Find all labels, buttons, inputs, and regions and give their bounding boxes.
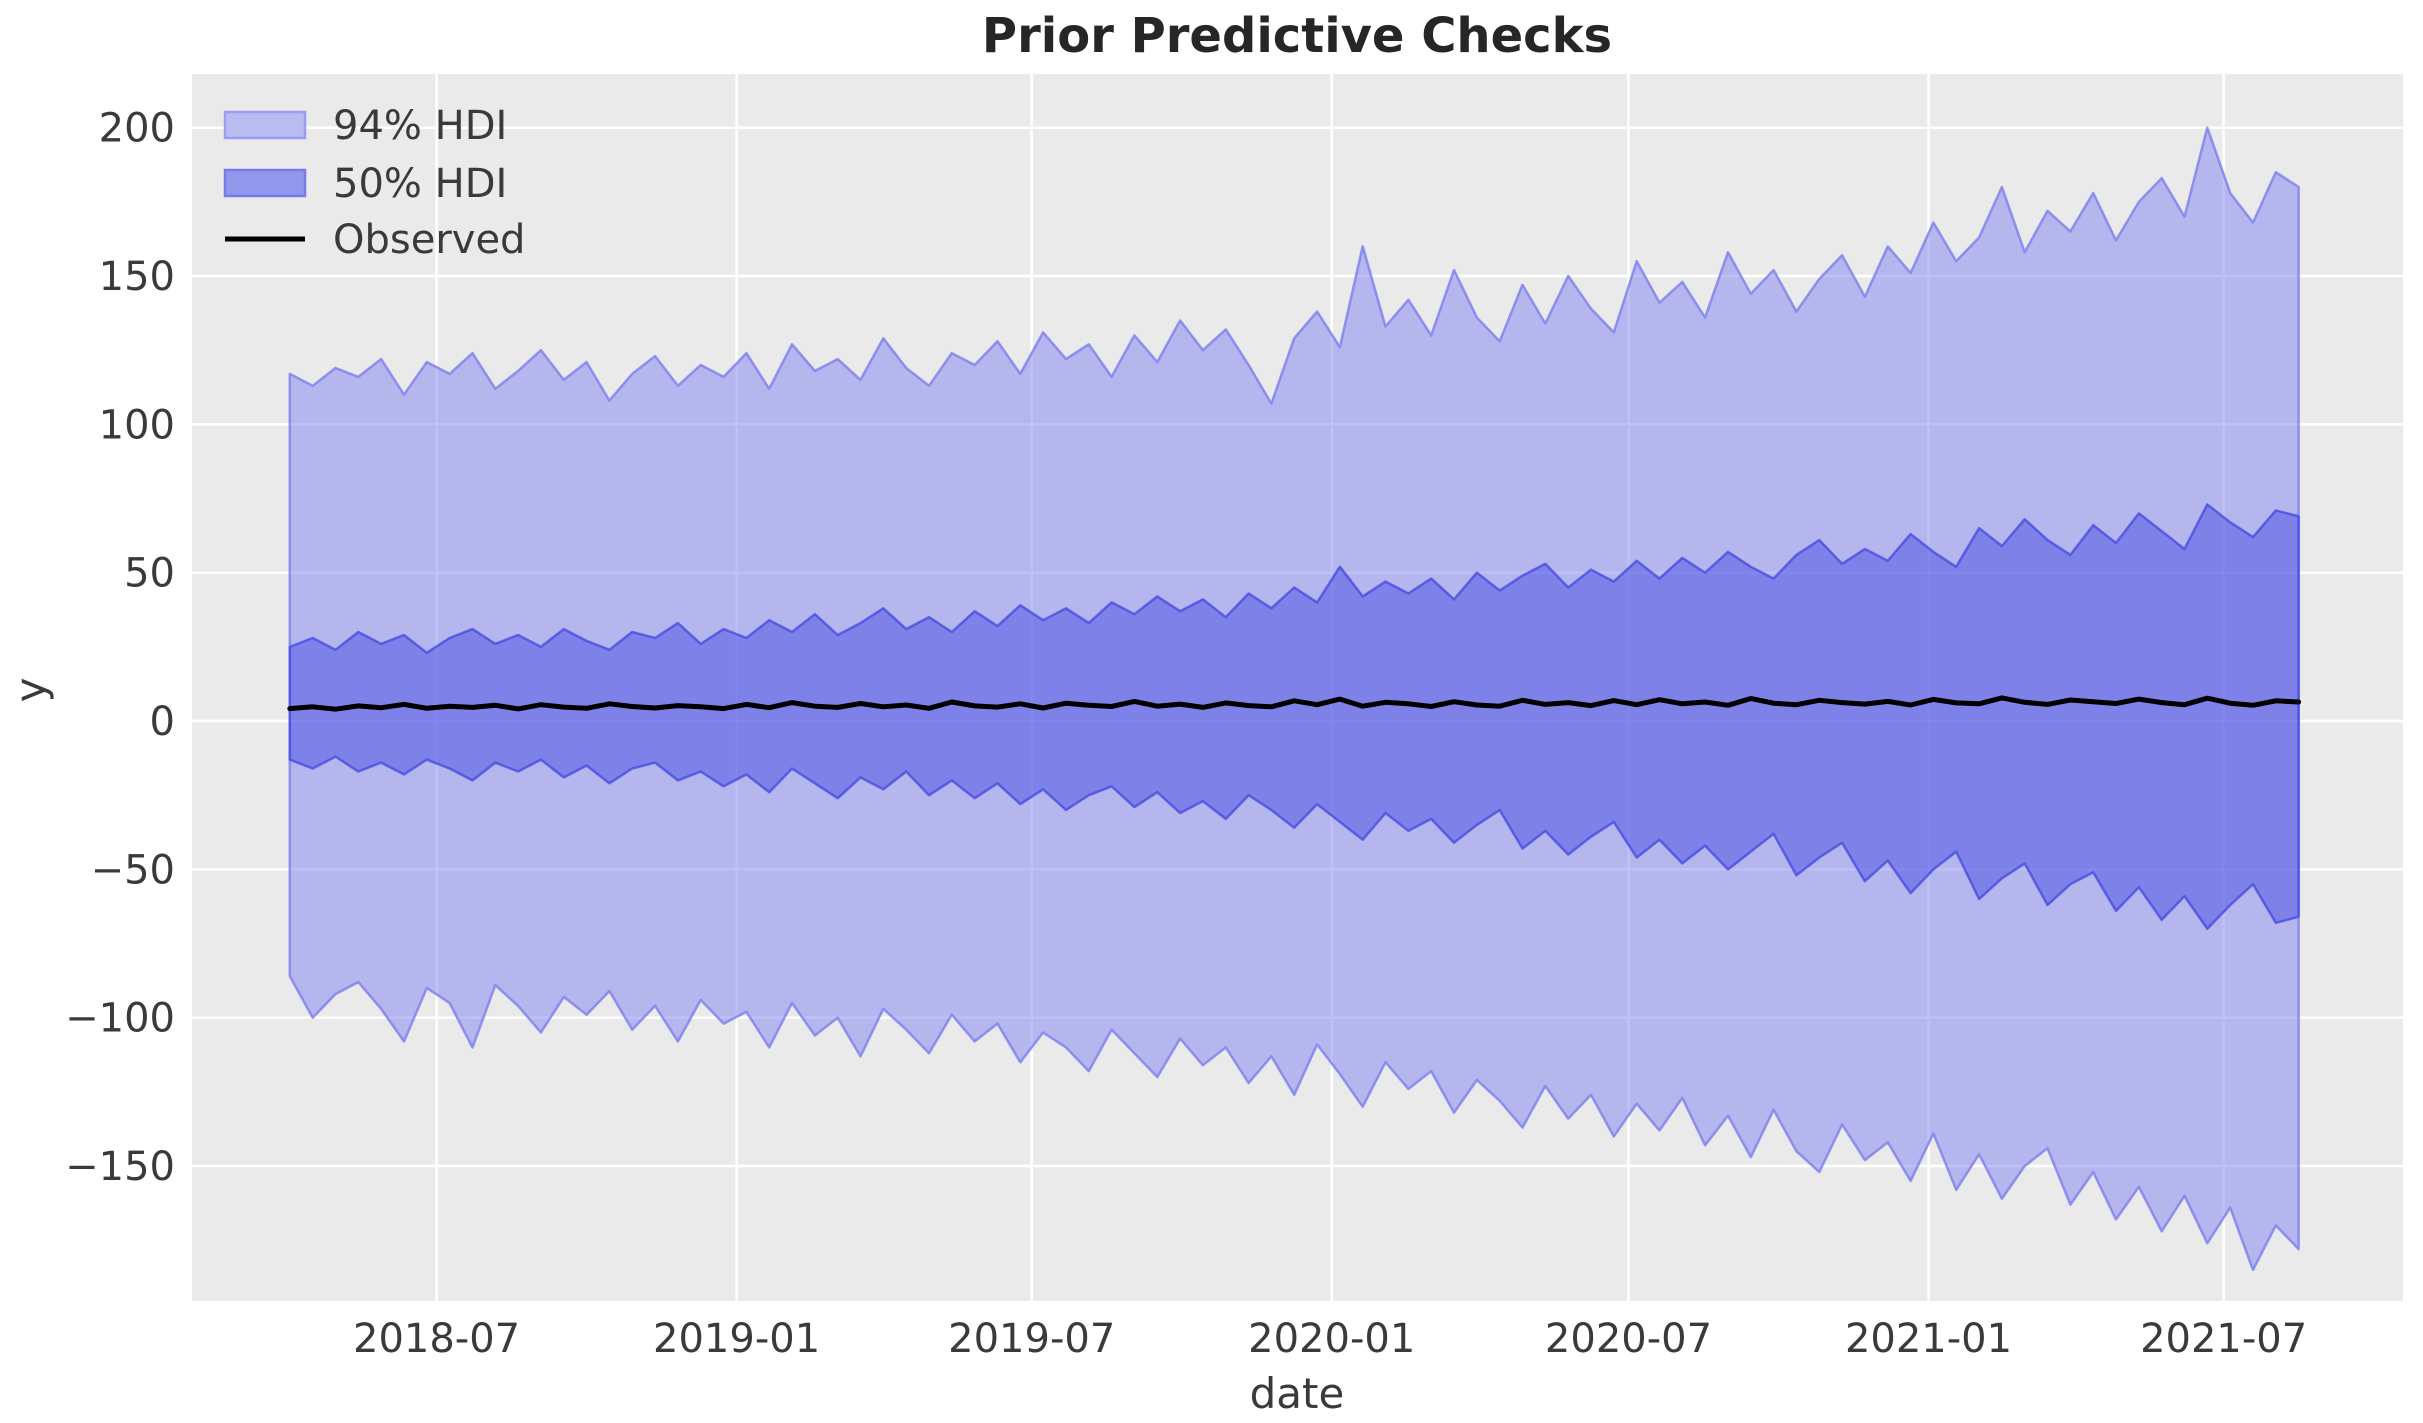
y-axis-label: y [6, 678, 55, 703]
legend-label-50-hdi: 50% HDI [333, 161, 507, 207]
hdi-50-band [288, 503, 2300, 930]
chart-title: Prior Predictive Checks [982, 8, 1612, 64]
x-tick-labels: 2018-07 2019-01 2019-07 2020-01 2020-07 2021-… [353, 1316, 2307, 1362]
x-tick-label-2020-07: 2020-07 [1545, 1316, 1712, 1362]
x-tick-label-2018-07: 2018-07 [353, 1316, 520, 1362]
legend-label-94-hdi: 94% HDI [333, 103, 507, 149]
x-tick-label-2021-01: 2021-01 [1845, 1316, 2012, 1362]
observed-layer [287, 695, 2302, 712]
x-tick-label-2021-07: 2021-07 [2140, 1316, 2307, 1362]
y-tick-label-−100: −100 [65, 996, 175, 1042]
x-tick-label-2020-01: 2020-01 [1248, 1316, 1415, 1362]
y-tick-label-0: 0 [150, 699, 175, 745]
y-tick-label-−50: −50 [91, 847, 175, 893]
y-tick-label-200: 200 [99, 106, 175, 152]
x-tick-label-2019-07: 2019-07 [948, 1316, 1115, 1362]
legend-swatch-94-hdi [223, 110, 307, 140]
y-tick-label-−150: −150 [65, 1144, 175, 1190]
y-tick-label-150: 150 [99, 254, 175, 300]
y-tick-label-100: 100 [99, 402, 175, 448]
x-axis-label: date [1250, 1369, 1345, 1418]
observed-line [287, 695, 2302, 712]
x-tick-label-2019-01: 2019-01 [653, 1316, 820, 1362]
y-tick-labels: 200 150 100 50 0 −50 −100 −150 [65, 106, 175, 1190]
legend-label-observed: Observed [333, 217, 525, 263]
y-tick-label-50: 50 [124, 551, 175, 597]
legend-swatch-50-hdi [223, 168, 307, 198]
legend: 94% HDI 50% HDI Observed [223, 103, 525, 263]
